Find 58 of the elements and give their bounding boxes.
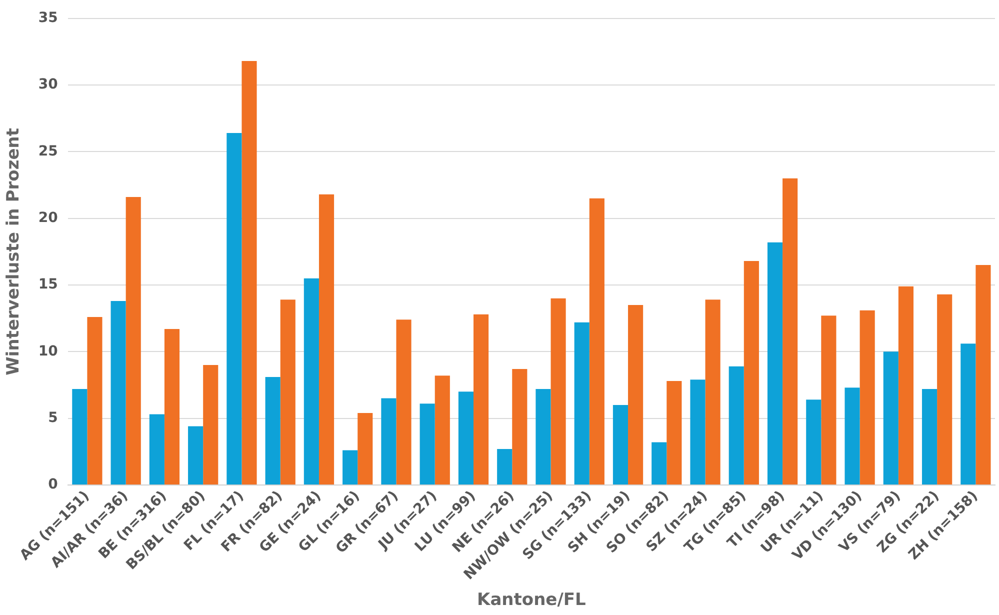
bar xyxy=(705,300,720,484)
bar xyxy=(628,304,644,484)
bar xyxy=(396,320,412,484)
bar xyxy=(342,450,358,484)
bar xyxy=(744,261,759,484)
bar xyxy=(512,368,528,484)
bar xyxy=(883,352,898,484)
bar xyxy=(574,322,590,484)
y-tick-label: 10 xyxy=(38,343,58,360)
bar xyxy=(666,380,682,484)
bar xyxy=(976,265,991,484)
bar xyxy=(782,178,798,484)
x-axis-title: Kantone/FL xyxy=(477,590,586,610)
y-tick-label: 25 xyxy=(38,143,58,160)
bar xyxy=(188,426,204,484)
bar xyxy=(728,366,744,484)
bar xyxy=(767,242,783,484)
bar xyxy=(87,316,102,484)
bar xyxy=(898,286,914,484)
bar xyxy=(242,61,257,484)
bar xyxy=(72,388,88,484)
y-tick-label: 5 xyxy=(48,410,58,426)
bar xyxy=(821,316,836,484)
bar xyxy=(381,398,396,484)
bar xyxy=(149,414,164,484)
bar xyxy=(844,388,860,484)
bar xyxy=(589,198,604,484)
bar xyxy=(550,298,566,484)
bar xyxy=(420,404,435,484)
bar xyxy=(922,388,938,484)
bar xyxy=(164,328,180,484)
bar xyxy=(434,376,450,484)
bar xyxy=(806,400,822,484)
bar xyxy=(860,310,875,484)
y-axis-title: Winterverluste in Prozent xyxy=(4,128,24,376)
y-tick-label: 35 xyxy=(38,10,58,26)
bar xyxy=(203,364,218,484)
bar xyxy=(960,344,976,484)
bar xyxy=(458,392,474,484)
bar xyxy=(226,133,242,484)
bar xyxy=(497,448,512,484)
bar xyxy=(473,314,489,484)
bar xyxy=(318,194,334,484)
y-tick-label: 15 xyxy=(38,276,58,293)
y-tick-label: 20 xyxy=(38,210,58,226)
y-tick-label: 0 xyxy=(48,476,58,493)
bar xyxy=(536,388,551,484)
bar xyxy=(304,278,319,484)
bar xyxy=(126,197,141,484)
bar xyxy=(110,300,126,484)
bar xyxy=(690,380,706,484)
bar xyxy=(652,442,667,484)
bar xyxy=(265,376,280,484)
bar xyxy=(612,404,628,484)
bar xyxy=(937,294,952,484)
y-tick-label: 30 xyxy=(38,76,58,93)
bar xyxy=(358,412,373,484)
bar xyxy=(280,300,296,484)
